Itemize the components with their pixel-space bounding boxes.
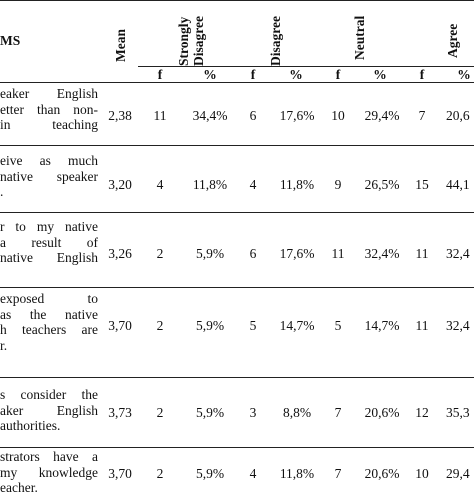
row-rule-3 xyxy=(0,287,474,288)
strongly-disagree-header-line1: Strongly xyxy=(176,16,191,66)
item-text-row-6: strators have a my knowledge eacher. xyxy=(0,449,98,495)
a-f-header: f xyxy=(419,67,425,82)
a-pct-cell: 35,3 xyxy=(446,405,470,420)
sd-pct-cell: 11,8% xyxy=(192,177,228,192)
a-f-cell: 12 xyxy=(415,405,429,420)
n-f-header: f xyxy=(335,67,341,82)
item-text-row-1: eaker English etter than non-in teaching xyxy=(0,86,98,132)
d-f-cell: 4 xyxy=(249,177,257,192)
n-f-cell: 5 xyxy=(334,318,342,333)
mean-cell: 3,73 xyxy=(108,405,132,420)
items-header: MS xyxy=(0,33,21,48)
n-f-cell: 9 xyxy=(334,177,342,192)
sd-pct-cell: 5,9% xyxy=(195,466,225,481)
a-f-cell: 11 xyxy=(415,318,429,333)
n-f-cell: 7 xyxy=(334,405,342,420)
sd-f-cell: 2 xyxy=(156,466,164,481)
top-rule xyxy=(0,0,474,1)
a-f-cell: 11 xyxy=(415,246,429,261)
sd-pct-cell: 5,9% xyxy=(195,318,225,333)
n-f-cell: 7 xyxy=(334,466,342,481)
mean-cell: 3,70 xyxy=(108,318,132,333)
d-pct-cell: 14,7% xyxy=(279,318,315,333)
row-rule-5 xyxy=(0,447,474,448)
sd-pct-cell: 5,9% xyxy=(195,246,225,261)
sd-pct-cell: 5,9% xyxy=(195,405,225,420)
neutral-header: Neutral xyxy=(352,15,367,60)
sd-pct-cell: 34,4% xyxy=(192,108,228,123)
sd-f-cell: 2 xyxy=(156,405,164,420)
item-text-row-2: eive as much native speaker. xyxy=(0,153,98,199)
sd-f-cell: 2 xyxy=(156,246,164,261)
item-text-row-3: r to my native a result of native English xyxy=(0,219,98,265)
d-f-header: f xyxy=(250,67,256,82)
d-f-cell: 4 xyxy=(249,466,257,481)
row-rule-2 xyxy=(0,212,474,213)
strongly-disagree-header-line2: Disagree xyxy=(191,16,206,66)
d-f-cell: 6 xyxy=(249,108,257,123)
mean-header: Mean xyxy=(113,29,128,62)
d-pct-cell: 17,6% xyxy=(279,108,315,123)
d-pct-cell: 11,8% xyxy=(279,177,315,192)
n-f-cell: 10 xyxy=(331,108,345,123)
a-pct-cell: 29,4 xyxy=(446,466,470,481)
a-f-cell: 15 xyxy=(415,177,429,192)
sd-f-header: f xyxy=(157,67,163,82)
n-pct-header: % xyxy=(373,67,387,82)
agree-header: Agree xyxy=(445,23,460,58)
row-rule-4 xyxy=(0,377,474,378)
a-f-cell: 10 xyxy=(415,466,429,481)
n-pct-cell: 14,7% xyxy=(364,318,400,333)
d-pct-header: % xyxy=(289,67,303,82)
d-f-cell: 6 xyxy=(249,246,257,261)
d-f-cell: 3 xyxy=(249,405,257,420)
item-text-row-4: exposed to as the native h teachers are r. xyxy=(0,291,98,353)
d-pct-cell: 17,6% xyxy=(279,246,315,261)
subheader-rule xyxy=(138,66,474,67)
n-pct-cell: 26,5% xyxy=(364,177,400,192)
a-pct-header: % xyxy=(457,67,471,82)
row-rule-1 xyxy=(0,145,474,146)
item-text-row-5: s consider the aker English authorities. xyxy=(0,387,98,433)
a-pct-cell: 32,4 xyxy=(446,246,470,261)
sd-f-cell: 2 xyxy=(156,318,164,333)
mean-cell: 3,70 xyxy=(108,466,132,481)
n-pct-cell: 20,6% xyxy=(364,466,400,481)
d-pct-cell: 11,8% xyxy=(279,466,315,481)
d-pct-cell: 8,8% xyxy=(282,405,312,420)
disagree-header: Disagree xyxy=(268,16,283,66)
n-pct-cell: 29,4% xyxy=(364,108,400,123)
n-pct-cell: 32,4% xyxy=(364,246,400,261)
sd-f-cell: 11 xyxy=(153,108,167,123)
header-rule xyxy=(0,82,474,83)
n-pct-cell: 20,6% xyxy=(364,405,400,420)
a-pct-cell: 20,6 xyxy=(446,108,470,123)
a-f-cell: 7 xyxy=(418,108,426,123)
n-f-cell: 11 xyxy=(331,246,345,261)
sd-pct-header: % xyxy=(203,67,217,82)
mean-cell: 2,38 xyxy=(108,108,132,123)
sd-f-cell: 4 xyxy=(156,177,164,192)
a-pct-cell: 32,4 xyxy=(446,318,470,333)
mean-cell: 3,26 xyxy=(108,246,132,261)
a-pct-cell: 44,1 xyxy=(446,177,470,192)
d-f-cell: 5 xyxy=(249,318,257,333)
mean-cell: 3,20 xyxy=(108,177,132,192)
